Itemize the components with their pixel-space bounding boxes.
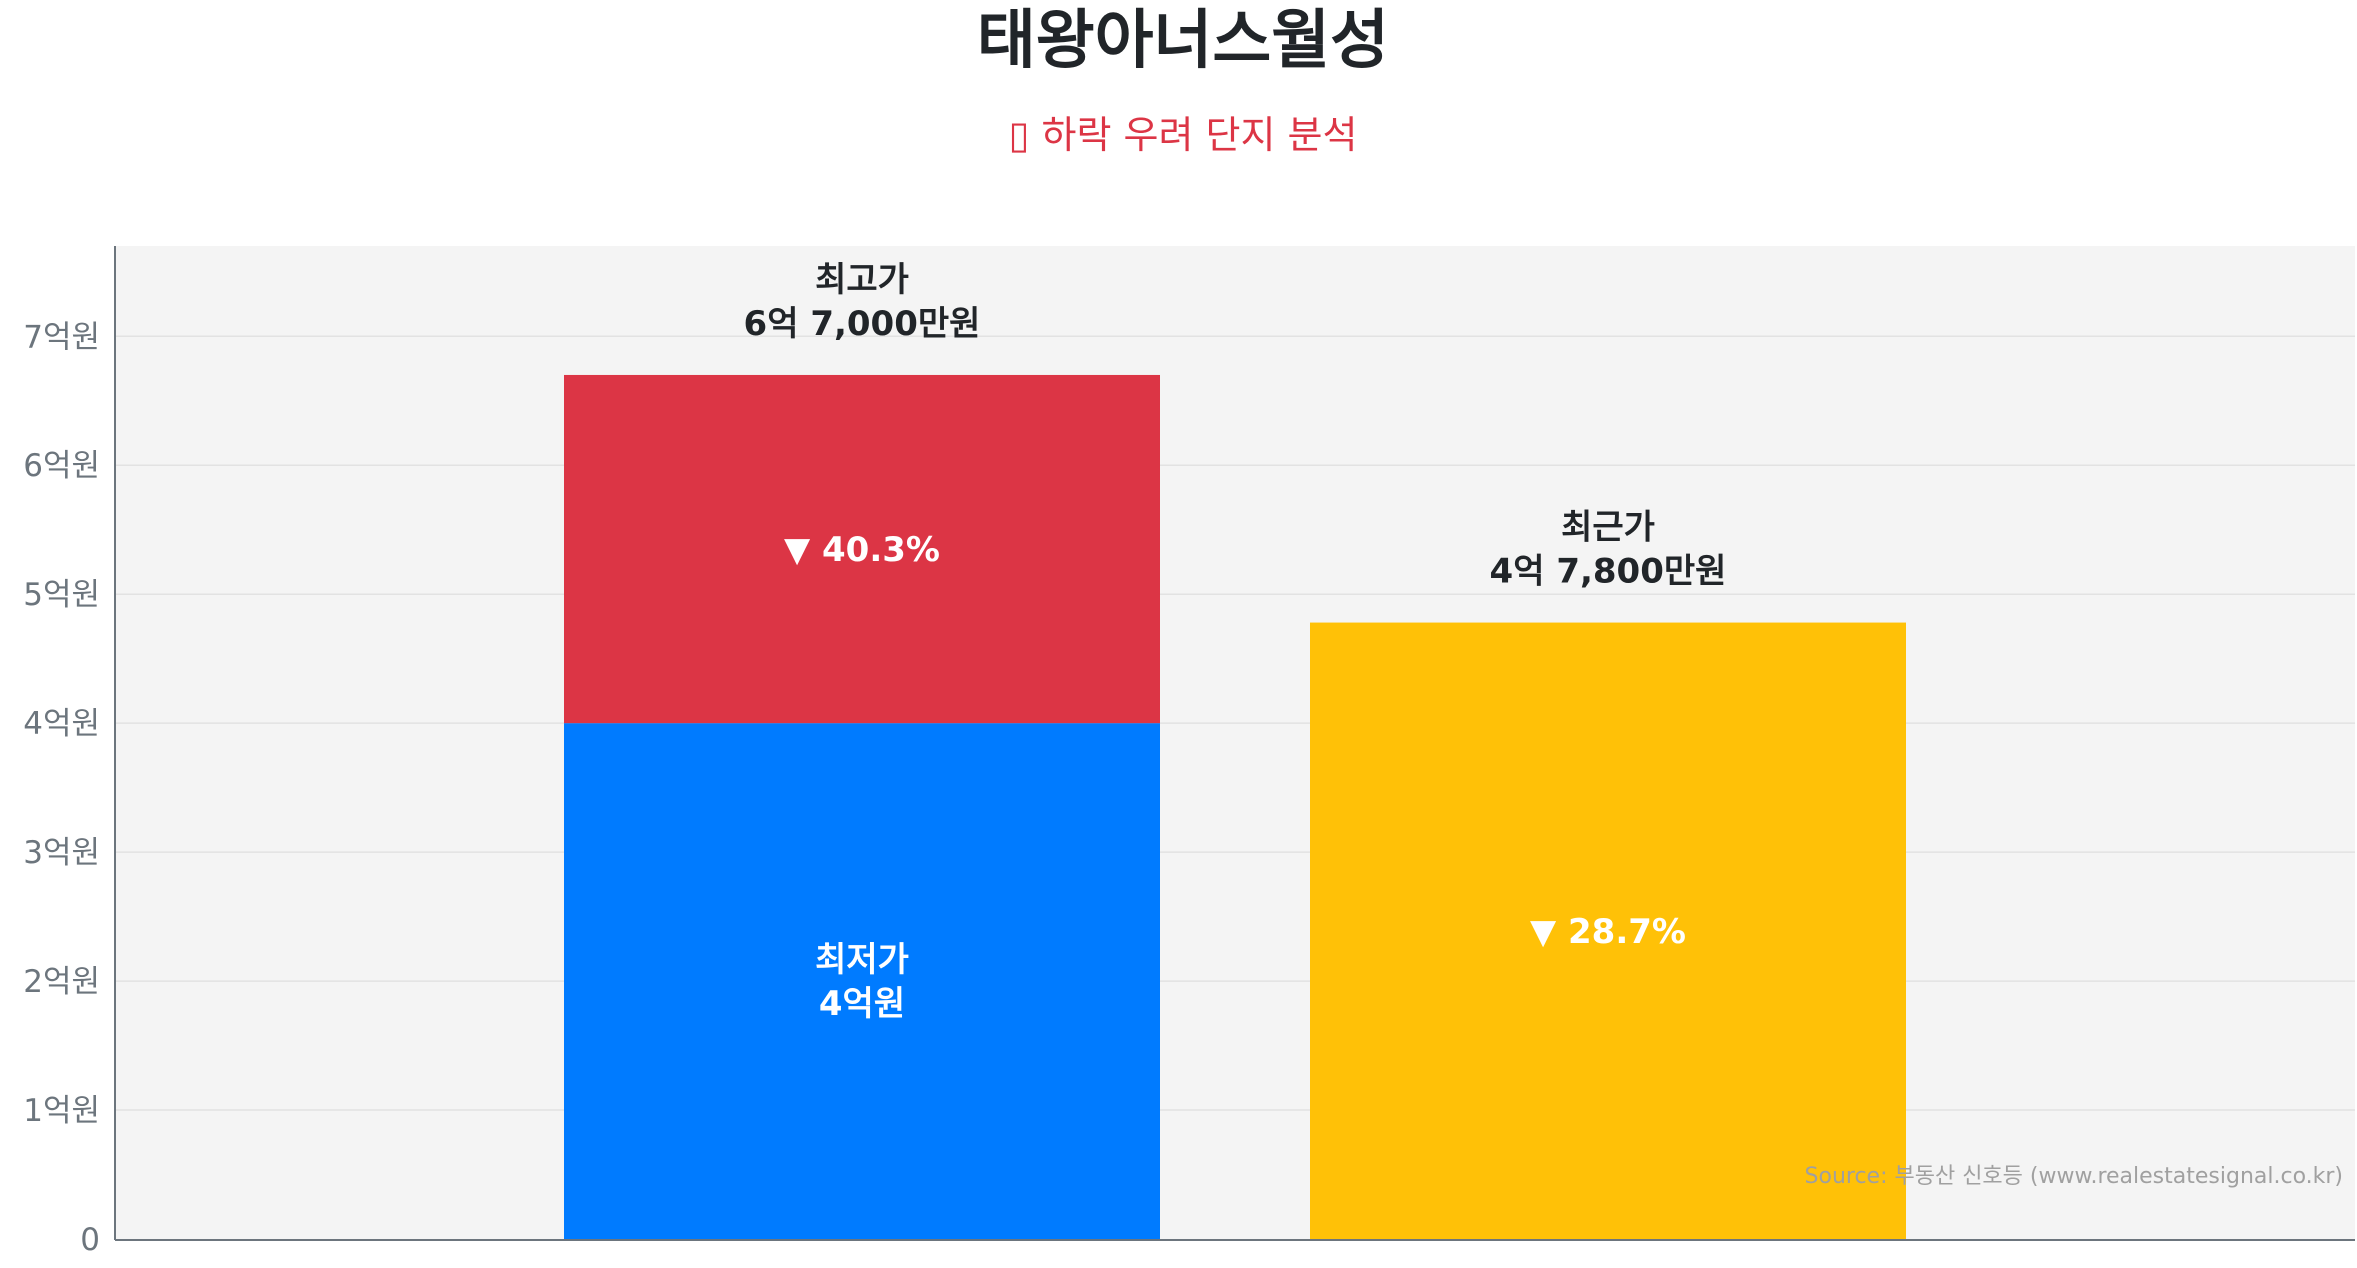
bar-segment — [1310, 622, 1906, 1239]
source-text: Source: 부동산 신호등 (www.realestatesignal.co… — [1805, 1164, 2343, 1189]
y-tick-label: 4억원 — [23, 706, 100, 742]
y-tick-label: 6억원 — [23, 448, 100, 484]
chart-title: 태왕아너스월성 — [977, 4, 1389, 78]
bar-top-label: 6억 7,000만원 — [744, 304, 981, 344]
y-tick-label: 5억원 — [23, 577, 100, 613]
y-tick-label: 7억원 — [23, 319, 100, 355]
y-tick-label: 0 — [80, 1222, 100, 1258]
y-tick-label: 1억원 — [23, 1093, 100, 1129]
bar-segment-label: ▼ 28.7% — [1530, 912, 1686, 952]
bar-segment-label: 4억원 — [819, 984, 905, 1024]
bar-segment-label: ▼ 40.3% — [784, 530, 940, 570]
plot-area — [115, 246, 2355, 1239]
bar-segment — [564, 374, 1160, 724]
bar-top-label: 4억 7,800만원 — [1490, 552, 1727, 592]
y-tick-label: 3억원 — [23, 835, 100, 871]
bar-segment — [564, 723, 1160, 1239]
bar-top-label: 최고가 — [815, 260, 909, 300]
bar-segment-label: 최저가 — [815, 940, 909, 980]
chart-subtitle: ▯ 하락 우려 단지 분석 — [1009, 113, 1358, 157]
y-tick-label: 2억원 — [23, 964, 100, 1000]
bar-top-label: 최근가 — [1561, 508, 1655, 548]
